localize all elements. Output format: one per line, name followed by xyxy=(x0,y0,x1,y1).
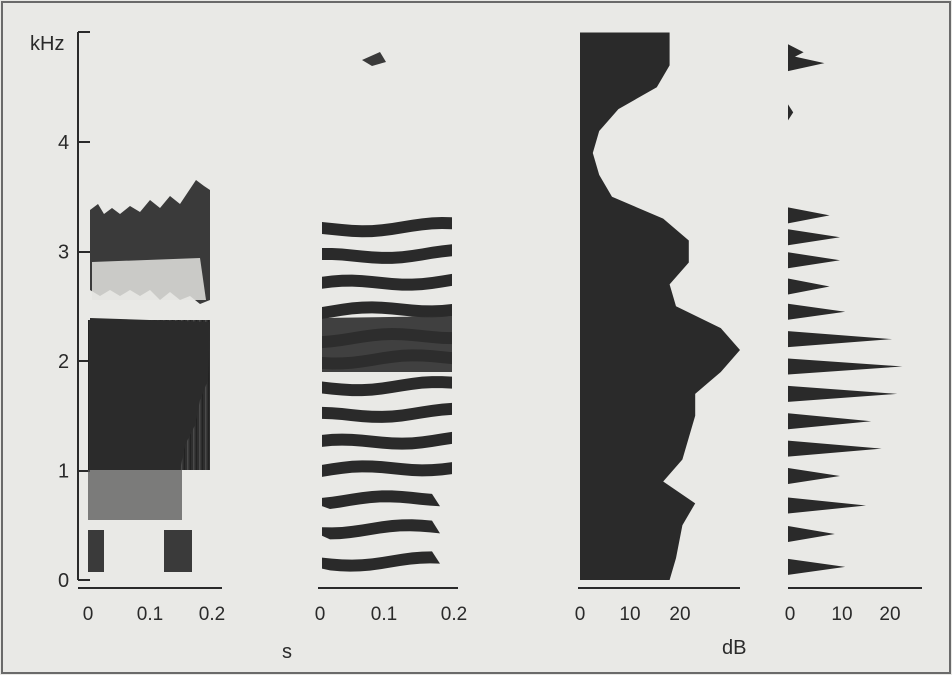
x-tick-label: 0.1 xyxy=(371,604,397,625)
x-tick-label: 0 xyxy=(575,604,586,625)
spectrum-spike xyxy=(788,303,846,320)
x-tick-label: 0 xyxy=(315,604,326,625)
wideband-f1-band xyxy=(88,470,182,520)
wideband-formant-f2 xyxy=(90,318,210,470)
panel-wideband-spectrogram xyxy=(88,180,210,572)
spectrum-spike xyxy=(788,44,804,61)
spectrum-spike xyxy=(788,558,846,575)
harmonic-band xyxy=(322,217,452,238)
harmonic-band xyxy=(322,273,452,291)
x-tick-label: 0.1 xyxy=(137,604,163,625)
narrowband-top-speckle xyxy=(362,52,386,66)
harmonic-band xyxy=(322,490,440,510)
y-tick-label: 4 xyxy=(58,132,69,154)
narrowband-dense-region xyxy=(322,316,452,372)
panel-narrowband-spectrum xyxy=(788,44,903,575)
narrowband-spectrum-spikes xyxy=(788,44,903,575)
spectrum-spike xyxy=(788,497,866,514)
spectrum-spike xyxy=(788,207,830,224)
spectrum-spike xyxy=(788,252,840,269)
spectrum-spike xyxy=(788,413,872,430)
wideband-gap xyxy=(92,258,206,300)
y-tick-label: 2 xyxy=(58,351,69,373)
harmonic-band xyxy=(322,301,452,319)
y-tick-label: 3 xyxy=(58,242,69,264)
wideband-low-burst xyxy=(164,530,192,572)
x-tick-label: 0.2 xyxy=(441,604,467,625)
spectrum-spike xyxy=(788,526,835,543)
harmonic-band xyxy=(322,244,452,264)
x-tick-labels: 0 0.1 0.2 0 0.1 0.2 0 10 20 0 10 20 xyxy=(83,604,901,625)
harmonic-band xyxy=(322,551,440,572)
y-axis-unit-label: kHz xyxy=(30,33,64,55)
harmonic-band xyxy=(322,519,440,540)
x-tick-label: 0 xyxy=(83,604,94,625)
x-axis-label-db: dB xyxy=(722,637,746,659)
y-tick-label: 1 xyxy=(58,461,69,483)
spectrum-spike xyxy=(788,55,825,72)
spectrum-spike xyxy=(788,104,794,121)
spectrum-spike xyxy=(788,278,830,295)
harmonic-band xyxy=(322,431,452,450)
x-tick-label: 10 xyxy=(831,604,852,625)
x-tick-label: 0 xyxy=(785,604,796,625)
x-tick-label: 20 xyxy=(879,604,900,625)
spectrum-spike xyxy=(788,331,892,348)
harmonic-band xyxy=(322,402,452,423)
y-tick-label: 0 xyxy=(58,570,69,592)
panel-narrowband-spectrogram xyxy=(322,52,452,572)
spectrum-spike xyxy=(788,467,840,484)
spectrum-spike xyxy=(788,385,898,402)
x-tick-label: 10 xyxy=(619,604,640,625)
wideband-voicing-bar xyxy=(88,530,104,572)
x-tick-label: 20 xyxy=(669,604,690,625)
spectrum-spike xyxy=(788,229,840,246)
x-axis-label-seconds: s xyxy=(282,641,292,663)
x-tick-label: 0.2 xyxy=(199,604,225,625)
harmonic-band xyxy=(322,376,452,397)
spectrum-spike xyxy=(788,440,882,457)
harmonic-band xyxy=(322,460,452,477)
panel-wideband-spectrum xyxy=(580,32,740,580)
spectrum-spike xyxy=(788,358,903,375)
y-tick-labels: 0 1 2 3 4 xyxy=(58,132,69,592)
wideband-spectrum-area xyxy=(580,32,740,580)
